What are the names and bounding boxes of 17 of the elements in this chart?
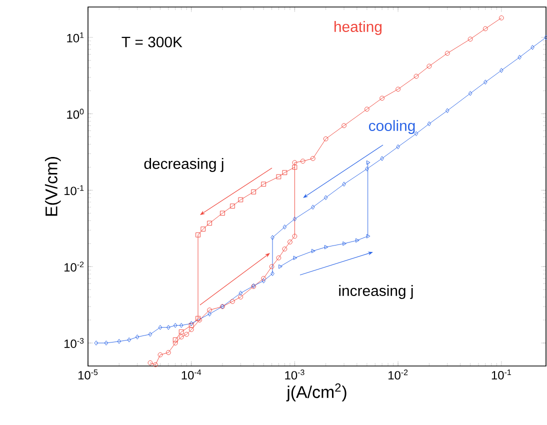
y-tick-label: 10$^{0}$ xyxy=(67,108,84,119)
x-tick-label: 10$^{-4}$ xyxy=(182,370,202,380)
annotation: T = 300K xyxy=(122,36,182,48)
x-axis-title: j(A/cm$^{2}$) xyxy=(286,383,346,402)
x-tick-label: 10$^{-5}$ xyxy=(78,370,98,380)
y-tick-label: 10$^{1}$ xyxy=(67,32,84,42)
x-tick-label: 10$^{-3}$ xyxy=(285,370,304,380)
series-label: cooling xyxy=(368,120,415,134)
annotation: increasing j xyxy=(339,285,413,299)
text: heating xyxy=(334,21,382,35)
x-tick-label: 10$^{-2}$ xyxy=(388,370,408,380)
annotation: decreasing j xyxy=(144,158,224,172)
x-tick-label: 10$^{-1}$ xyxy=(492,370,511,380)
y-tick-label: 10$^{-3}$ xyxy=(64,338,84,348)
y-tick-label: 10$^{-1}$ xyxy=(64,185,84,196)
y-axis-title: E(V/cm) xyxy=(44,156,61,216)
y-tick-label: 10$^{-2}$ xyxy=(64,262,84,272)
